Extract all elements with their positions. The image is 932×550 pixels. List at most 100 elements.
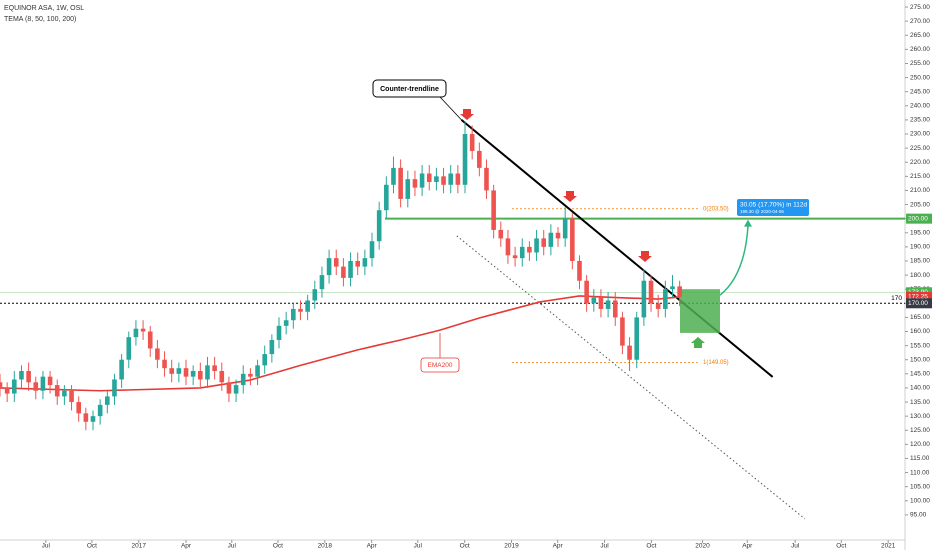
candle-body xyxy=(140,328,146,332)
x-tick-label: Jul xyxy=(791,543,800,550)
x-tick-label: Apr xyxy=(742,543,753,550)
candle-body xyxy=(484,167,489,191)
candle-body xyxy=(584,280,589,304)
candle-body xyxy=(83,413,89,422)
callout-text: Counter-trendline xyxy=(380,86,439,93)
candle-body xyxy=(190,371,196,377)
x-tick-label: Jul xyxy=(600,543,609,550)
candle-body xyxy=(112,379,117,397)
y-tick-label: 95.00 xyxy=(910,512,927,519)
candle-body xyxy=(169,368,174,374)
candle-body xyxy=(341,266,346,278)
candle-body xyxy=(226,382,232,394)
candle-body xyxy=(527,246,532,253)
candle-body xyxy=(283,320,289,326)
candle-body xyxy=(627,345,632,360)
candle-body xyxy=(677,286,682,297)
y-tick-label: 265.00 xyxy=(910,32,930,39)
x-tick-label: 2020 xyxy=(695,543,710,550)
y-tick-label: 115.00 xyxy=(910,455,930,462)
candle-body xyxy=(133,328,139,338)
candle-body xyxy=(183,368,189,377)
y-tick-label: 135.00 xyxy=(910,399,930,406)
level-tag: 170 xyxy=(891,295,902,302)
candle-body xyxy=(548,232,554,247)
candle-body xyxy=(90,416,96,422)
down-arrow xyxy=(460,109,474,120)
chart-title: EQUINOR ASA, 1W, OSL xyxy=(4,5,84,12)
candle-body xyxy=(570,218,575,261)
candle-body xyxy=(391,167,396,185)
y-tick-label: 220.00 xyxy=(910,159,930,166)
candle-body xyxy=(591,297,597,304)
candle-body xyxy=(505,238,511,256)
y-tick-label: 205.00 xyxy=(910,201,930,208)
y-tick-label: 130.00 xyxy=(910,413,930,420)
candle-body xyxy=(276,325,282,340)
ema-line xyxy=(0,295,680,392)
candle-body xyxy=(605,300,611,309)
candle-body xyxy=(620,317,625,346)
y-tick-label: 100.00 xyxy=(910,498,930,505)
candle-body xyxy=(441,176,446,185)
candle-body xyxy=(205,365,210,380)
x-tick-label: Oct xyxy=(836,543,846,550)
y-tick-label: 215.00 xyxy=(910,173,930,180)
candle-body xyxy=(519,246,525,259)
x-tick-label: Jul xyxy=(42,543,51,550)
candle-body xyxy=(648,280,654,304)
price-label-box xyxy=(906,213,932,224)
candle-body xyxy=(512,255,518,259)
candle-body xyxy=(577,260,582,281)
projection-arrow xyxy=(719,225,749,296)
x-tick-label: Oct xyxy=(646,543,656,550)
candle-body xyxy=(663,289,668,309)
callout-text: EMA200 xyxy=(428,362,453,369)
candle-body xyxy=(0,382,3,388)
price-label-box xyxy=(906,291,932,302)
trendline xyxy=(456,235,806,520)
candle-body xyxy=(541,238,547,247)
candle-body xyxy=(162,359,167,369)
candle-body xyxy=(598,297,604,309)
y-tick-label: 225.00 xyxy=(910,145,930,152)
candle-body xyxy=(412,179,418,188)
y-tick-label: 110.00 xyxy=(910,469,930,476)
candle-body xyxy=(76,402,81,414)
y-tick-label: 150.00 xyxy=(910,356,930,363)
candle-body xyxy=(555,232,561,239)
x-tick-label: Oct xyxy=(273,543,283,550)
candle-body xyxy=(47,376,53,386)
y-tick-label: 145.00 xyxy=(910,371,930,378)
candle-body xyxy=(4,387,10,394)
candle-body xyxy=(62,390,67,397)
candle-body xyxy=(262,354,268,366)
candle-body xyxy=(12,379,17,394)
price-label: 170.00 xyxy=(908,300,928,307)
candle-body xyxy=(469,134,475,151)
candle-body xyxy=(155,348,160,360)
candle-body xyxy=(212,365,217,372)
candle-body xyxy=(219,371,225,383)
down-arrow xyxy=(563,191,577,202)
callout-box xyxy=(372,79,447,98)
candle-body xyxy=(448,173,454,185)
candle-body xyxy=(240,373,246,386)
candle-body xyxy=(97,404,103,417)
y-tick-label: 140.00 xyxy=(910,385,930,392)
y-tick-label: 250.00 xyxy=(910,74,930,81)
projection-change: 30.05 (17.70%) in 112d xyxy=(740,202,807,209)
indicator-label: TEMA (8, 50, 100, 200) xyxy=(4,16,76,23)
candle-body xyxy=(54,385,60,397)
candle-body xyxy=(326,258,332,276)
y-tick-label: 180.00 xyxy=(910,272,930,279)
y-tick-label: 125.00 xyxy=(910,427,930,434)
x-tick-label: Apr xyxy=(553,543,564,550)
candle-body xyxy=(319,275,325,290)
x-tick-label: Apr xyxy=(181,543,192,550)
candle-body xyxy=(269,339,275,355)
x-tick-label: Oct xyxy=(87,543,97,550)
candle-body xyxy=(419,173,425,188)
candle-body xyxy=(655,303,661,309)
